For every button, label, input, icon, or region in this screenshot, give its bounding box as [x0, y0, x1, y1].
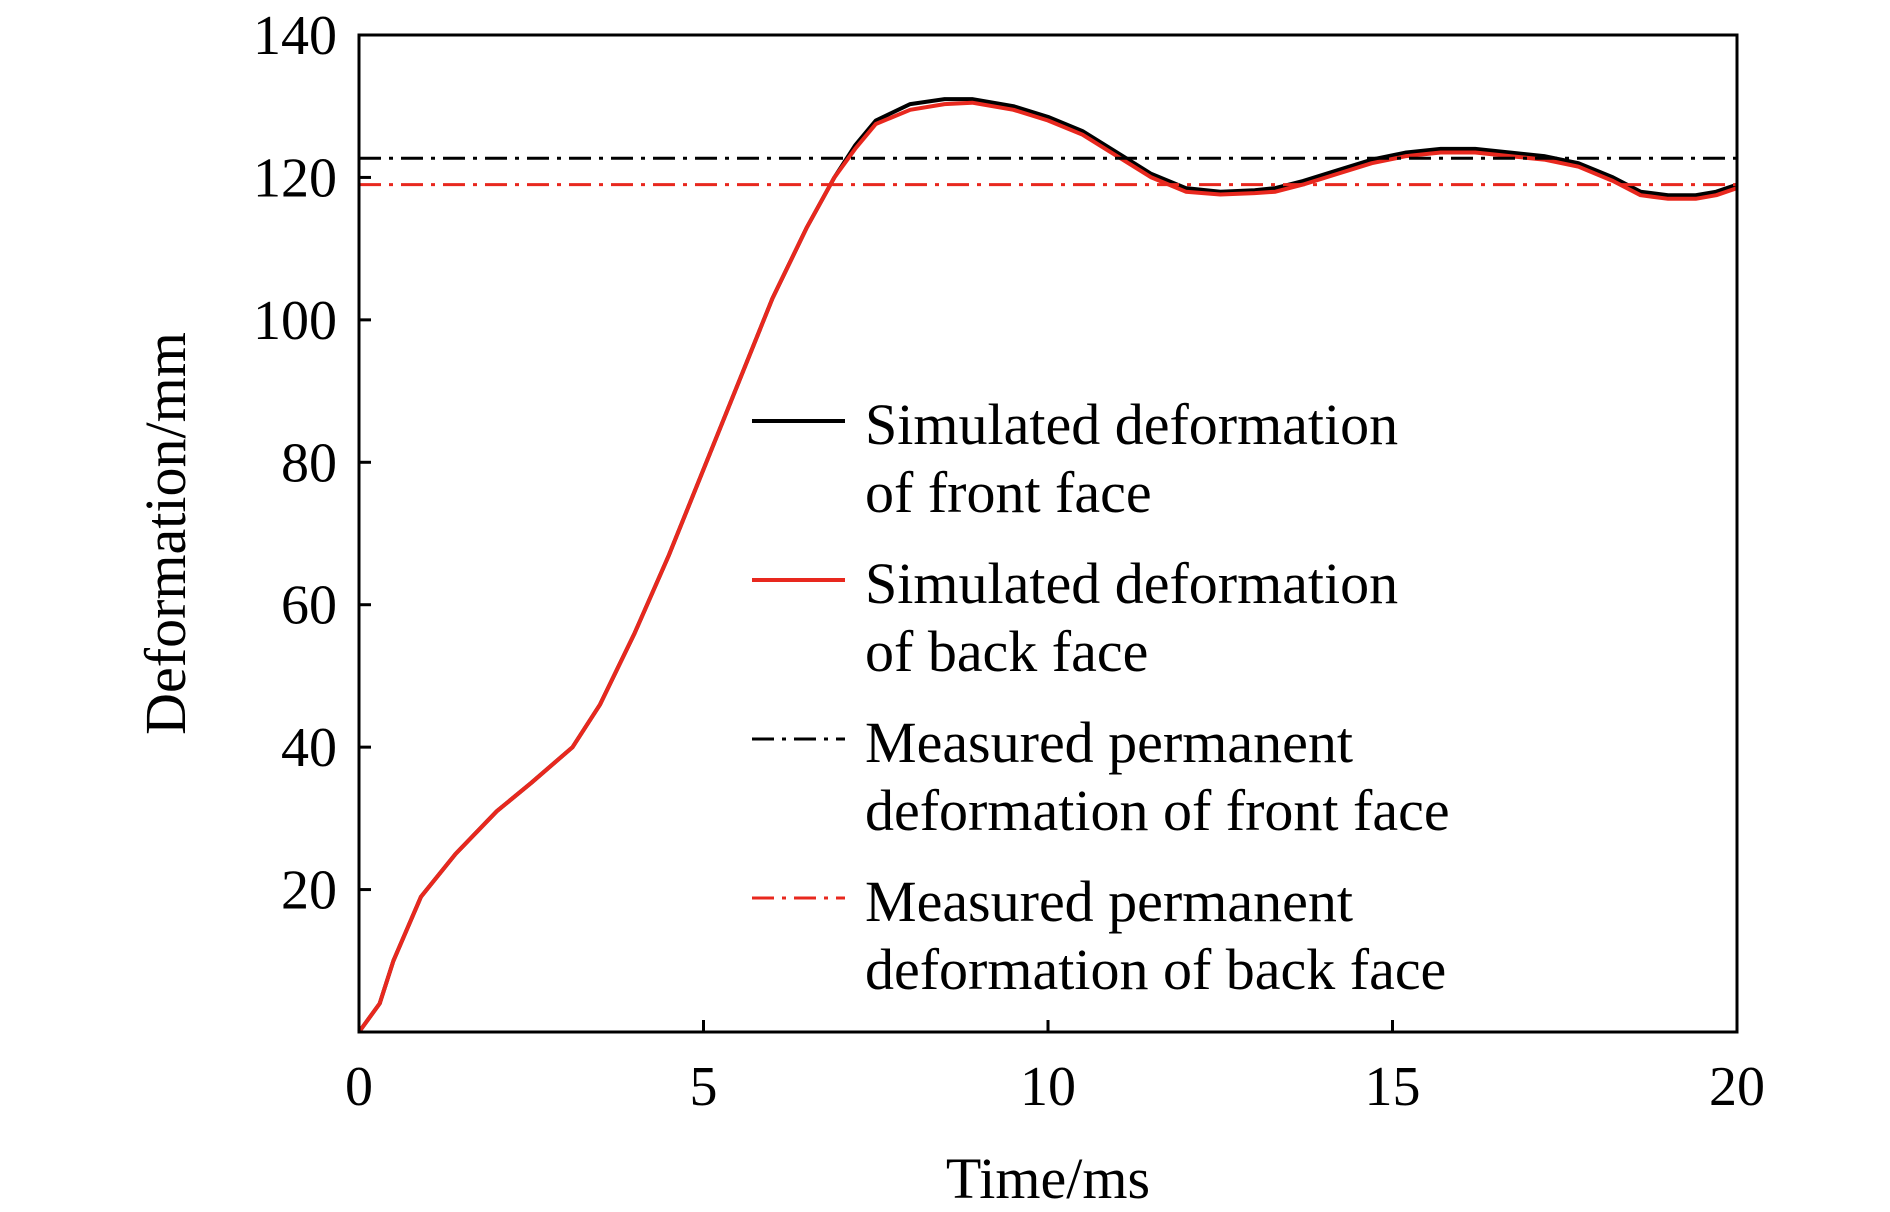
legend-label-3-line1: Measured permanent: [865, 710, 1353, 775]
y-tick-label: 140: [253, 5, 337, 67]
y-tick-label: 120: [253, 147, 337, 209]
series-layer: [357, 97, 1738, 1034]
x-axis-title: Time/ms: [946, 1146, 1150, 1211]
y-tick-label: 60: [281, 575, 337, 637]
y-tick-label: 20: [281, 860, 337, 922]
x-tick-label: 20: [1709, 1056, 1765, 1118]
series-line-2: [357, 100, 1738, 1034]
legend-label-3-line2: deformation of front face: [865, 778, 1450, 843]
legend-label-1-line2: of front face: [865, 460, 1152, 525]
legend-label-4-line2: deformation of back face: [865, 937, 1446, 1002]
ticks-layer: 0 5 10 15 20 20 40 60 80 100 120 140: [253, 5, 1765, 1118]
y-tick-label: 80: [281, 432, 337, 494]
y-tick-label: 100: [253, 290, 337, 352]
legend-label-1-line1: Simulated deformation: [865, 392, 1398, 457]
y-tick-label: 40: [281, 717, 337, 779]
x-tick-label: 10: [1020, 1056, 1076, 1118]
x-tick-label: 0: [345, 1056, 373, 1118]
x-tick-label: 5: [690, 1056, 718, 1118]
y-axis-title: Deformation/mm: [133, 332, 198, 735]
legend-label-2-line1: Simulated deformation: [865, 551, 1398, 616]
legend-label-2-line2: of back face: [865, 619, 1148, 684]
x-tick-label: 15: [1365, 1056, 1421, 1118]
legend-label-4-line1: Measured permanent: [865, 869, 1353, 934]
